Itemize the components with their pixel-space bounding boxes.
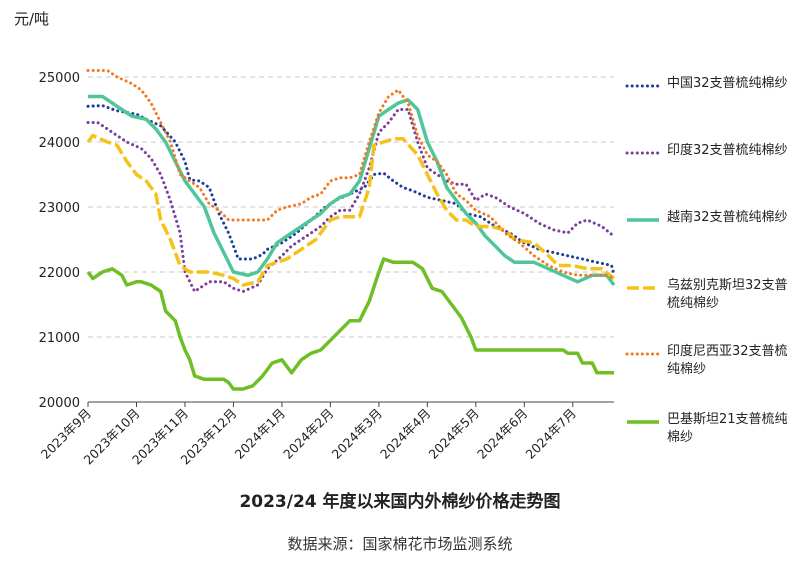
y-tick-label: 23000 bbox=[39, 201, 80, 216]
legend-label: 印度32支普梳纯棉纱 bbox=[667, 143, 788, 158]
legend-swatch bbox=[625, 151, 661, 155]
legend-label: 越南32支普梳纯棉纱 bbox=[667, 210, 788, 225]
series-line-6 bbox=[86, 257, 614, 391]
y-axis-unit-label: 元/吨 bbox=[14, 10, 50, 28]
legend-label: 乌兹别克斯坦32支普梳纯棉纱 bbox=[667, 278, 788, 311]
legend-label: 中国32支普梳纯棉纱 bbox=[667, 76, 788, 91]
legend-label: 巴基斯坦21支普梳纯棉纱 bbox=[667, 412, 788, 445]
legend-swatch bbox=[627, 218, 659, 222]
x-tick-label: 2024年2月 bbox=[280, 406, 336, 462]
x-tick-label: 2024年1月 bbox=[232, 406, 288, 462]
x-tick-label: 2024年5月 bbox=[426, 406, 482, 462]
legend-swatch bbox=[627, 420, 659, 424]
y-tick-label: 21000 bbox=[39, 331, 80, 346]
legend-label: 印度尼西亚32支普梳纯棉纱 bbox=[667, 344, 788, 377]
legend-swatch bbox=[625, 352, 661, 356]
series-line-3 bbox=[88, 94, 616, 287]
y-tick-label: 25000 bbox=[39, 71, 80, 86]
x-tick-label: 2024年3月 bbox=[329, 406, 385, 462]
legend-swatch bbox=[625, 84, 661, 88]
series-line-2 bbox=[86, 108, 616, 293]
x-tick-label: 2024年4月 bbox=[377, 406, 433, 462]
x-tick-label: 2024年6月 bbox=[474, 406, 530, 462]
legend-swatch bbox=[627, 286, 659, 290]
y-tick-label: 20000 bbox=[39, 396, 80, 411]
series-line-4 bbox=[86, 133, 616, 287]
chart-title: 2023/24 年度以来国内外棉纱价格走势图 bbox=[239, 492, 561, 512]
y-tick-label: 22000 bbox=[39, 266, 80, 281]
y-tick-label: 24000 bbox=[39, 136, 80, 151]
series-line-5 bbox=[86, 69, 616, 280]
line-chart: 2000021000220002300024000250002023年9月202… bbox=[38, 69, 616, 468]
data-source-note: 数据来源：国家棉花市场监测系统 bbox=[287, 535, 513, 553]
x-tick-label: 2024年7月 bbox=[523, 406, 579, 462]
